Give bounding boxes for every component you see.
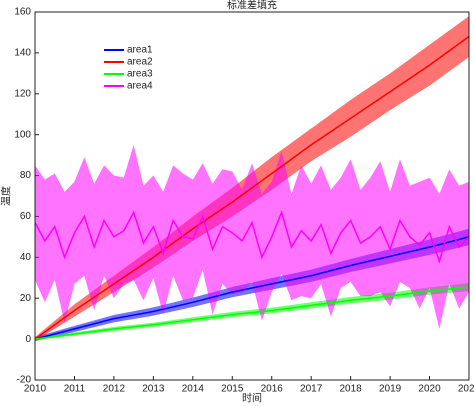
x-tick-label: 2017 [300,384,323,395]
y-tick-label: -20 [17,375,32,386]
x-tick-label: 2014 [182,384,205,395]
y-tick-label: 20 [20,293,32,304]
line [34,210,470,264]
x-axis-label: 时间 [242,392,262,405]
line [34,236,470,340]
y-tick-label: 40 [20,252,32,263]
x-tick-label: 2010 [24,384,47,395]
x-tick-label: 2016 [261,384,284,395]
y-tick-label: 60 [20,211,32,222]
legend-label: area2 [127,57,153,68]
x-tick-label: 2021 [458,384,474,395]
x-tick-label: 2012 [103,384,126,395]
chart-title: 标准差填充 [227,0,277,12]
y-tick-label: 140 [14,48,31,59]
y-tick-label: 160 [14,7,31,18]
y-tick-label: 80 [20,170,32,181]
x-tick-label: 2020 [418,384,441,395]
line [34,35,470,340]
std-band [35,144,469,329]
y-tick-label: 100 [14,129,31,140]
x-tick-label: 2013 [142,384,165,395]
plot-frame [34,11,470,381]
legend-label: area4 [127,81,153,92]
x-tick-label: 2015 [221,384,244,395]
legend-label: area1 [127,45,153,56]
x-tick-label: 2019 [379,384,402,395]
x-tick-label: 2018 [340,384,363,395]
y-tick-label: 120 [14,88,31,99]
legend-label: area3 [127,69,153,80]
line [34,286,470,340]
x-tick-label: 2011 [64,384,86,395]
y-axis-label: 温度 [0,186,13,206]
y-tick-label: 0 [25,334,31,345]
